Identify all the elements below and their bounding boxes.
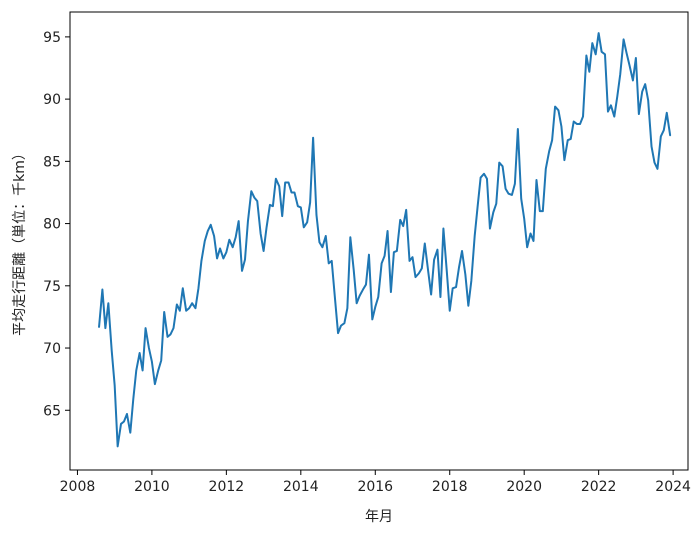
y-tick-label: 80 (43, 217, 61, 233)
x-axis: 2008 2010 2012 2014 2016 2018 2020 2022 2024 (60, 470, 691, 495)
plot-background (70, 12, 688, 470)
y-tick-label: 95 (43, 30, 61, 46)
series-layer (98, 32, 672, 448)
x-tick-label: 2024 (655, 479, 691, 495)
y-tick-label: 75 (43, 279, 61, 295)
y-axis-title: 平均走行距離（単位：千km） (11, 146, 28, 336)
x-tick-label: 2014 (283, 479, 319, 495)
x-tick-label: 2012 (209, 479, 245, 495)
x-tick-label: 2010 (134, 479, 170, 495)
y-tick-label: 90 (43, 92, 61, 108)
y-axis: 65 70 75 80 85 90 95 (43, 30, 70, 419)
x-tick-label: 2020 (506, 479, 542, 495)
x-tick-label: 2008 (60, 479, 96, 495)
x-tick-label: 2022 (581, 479, 617, 495)
y-tick-label: 70 (43, 341, 61, 357)
y-tick-label: 85 (43, 154, 61, 170)
x-tick-label: 2016 (357, 479, 393, 495)
x-axis-title: 年月 (365, 509, 393, 525)
x-tick-label: 2018 (432, 479, 468, 495)
y-tick-label: 65 (43, 403, 61, 419)
plot-frame (69, 11, 689, 471)
series-line-0 (98, 32, 672, 448)
